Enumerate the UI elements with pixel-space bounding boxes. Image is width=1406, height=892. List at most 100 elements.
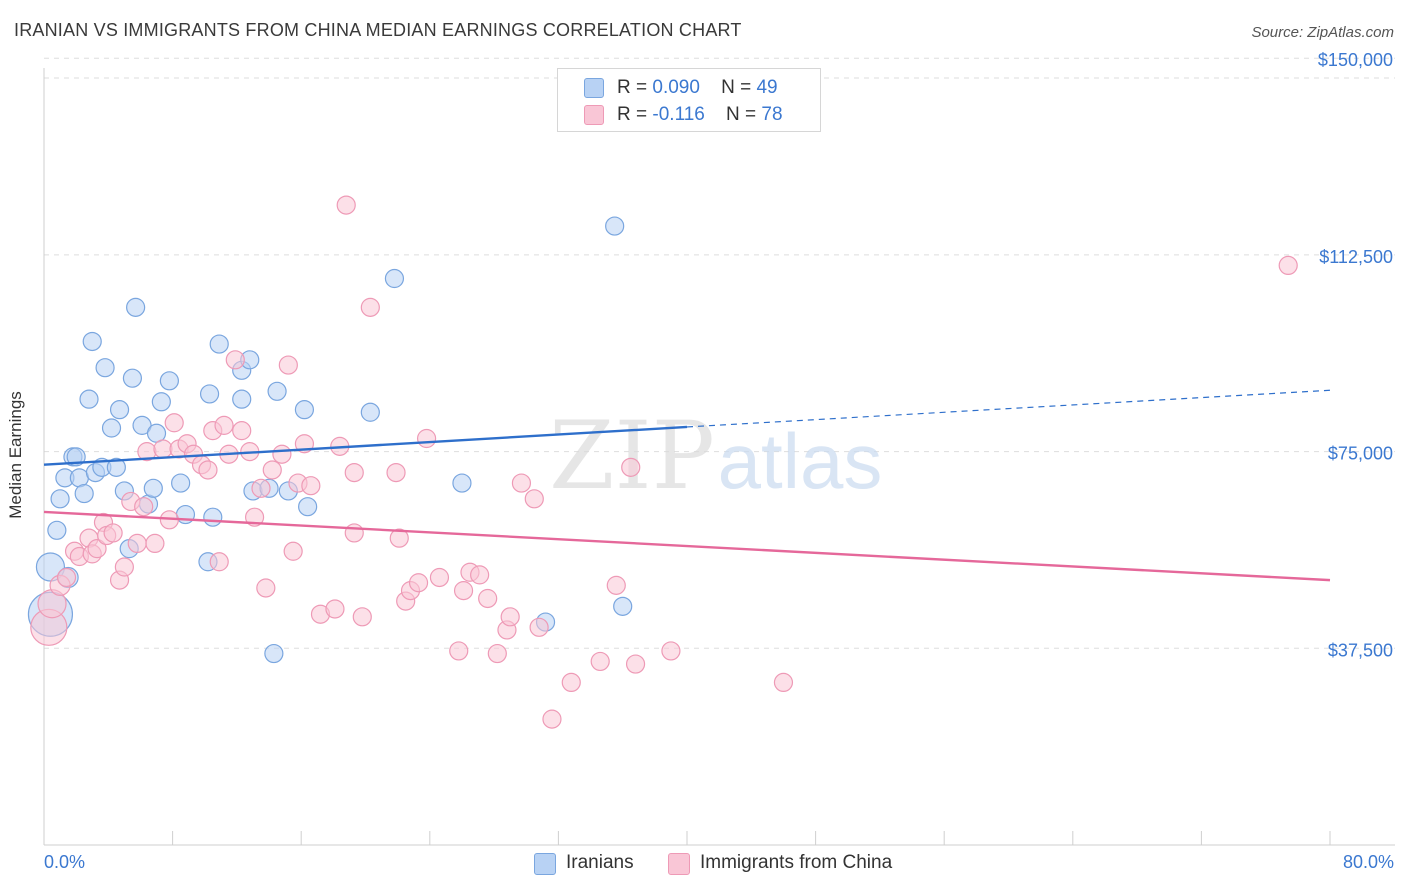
china-point bbox=[606, 575, 626, 595]
source-label: Source: ZipAtlas.com bbox=[1251, 24, 1394, 41]
china-point bbox=[408, 573, 429, 593]
iranians-point bbox=[151, 392, 171, 412]
china-point bbox=[386, 462, 406, 483]
china-point bbox=[487, 643, 507, 664]
iranians-point bbox=[74, 483, 94, 504]
iranians-point bbox=[82, 331, 102, 352]
china-point bbox=[529, 617, 549, 637]
china-point bbox=[561, 672, 581, 693]
china-point bbox=[256, 578, 276, 598]
iranians-point bbox=[143, 478, 163, 498]
y-tick-label: $75,000 bbox=[1328, 444, 1393, 464]
china-point bbox=[56, 567, 77, 588]
china-point bbox=[478, 588, 498, 609]
iranians-point bbox=[267, 381, 287, 401]
china-point bbox=[272, 444, 292, 464]
china-point bbox=[449, 641, 469, 661]
china-point bbox=[352, 607, 372, 627]
legend-r-label: R = bbox=[617, 77, 648, 98]
china-point bbox=[278, 355, 298, 375]
china-point bbox=[325, 599, 345, 619]
iranians-point bbox=[203, 507, 223, 527]
iranians-point bbox=[50, 489, 70, 509]
iranians-point bbox=[66, 447, 86, 467]
china-point bbox=[470, 565, 490, 585]
legend-n-value: 78 bbox=[761, 104, 783, 125]
iranians-point bbox=[126, 297, 146, 317]
iranians-point bbox=[159, 371, 179, 391]
china-trend-line bbox=[43, 510, 1331, 582]
bottom-legend-swatch-iranians bbox=[534, 853, 556, 875]
legend-n-value: 49 bbox=[756, 77, 778, 98]
china-point bbox=[232, 421, 252, 441]
y-tick-label: $112,500 bbox=[1319, 247, 1393, 267]
china-point bbox=[209, 552, 229, 572]
china-point bbox=[198, 460, 218, 480]
y-tick-labels: $37,500 $75,000 $112,500 $150,000 bbox=[1318, 50, 1393, 660]
iranians-point bbox=[171, 473, 191, 493]
iranians-point bbox=[452, 473, 472, 493]
iranians-point bbox=[101, 418, 122, 438]
china-point bbox=[1278, 255, 1298, 276]
legend-r-value: 0.090 bbox=[652, 77, 700, 98]
china-point bbox=[301, 476, 321, 496]
chart-title: IRANIAN VS IMMIGRANTS FROM CHINA MEDIAN … bbox=[14, 20, 742, 40]
y-tick-label: $150,000 bbox=[1318, 50, 1393, 70]
china-point bbox=[127, 533, 147, 554]
china-point bbox=[283, 541, 303, 561]
watermark: ZIP atlas bbox=[549, 402, 882, 511]
china-point bbox=[103, 523, 123, 543]
china-point bbox=[500, 607, 520, 627]
china-point bbox=[625, 654, 646, 674]
iranians-point bbox=[360, 402, 380, 422]
legend-r-label: R = bbox=[617, 104, 648, 125]
legend-r-value: -0.116 bbox=[652, 104, 705, 125]
legend-n-label: N = bbox=[721, 77, 752, 98]
iranians-point bbox=[209, 334, 229, 354]
china-point bbox=[153, 439, 173, 459]
legend-swatch-china bbox=[584, 105, 604, 125]
china-point bbox=[164, 413, 184, 433]
china-point bbox=[661, 641, 681, 661]
bottom-legend-label-iranians: Iranians bbox=[566, 852, 634, 873]
iranians-point bbox=[199, 384, 220, 404]
iranians-point bbox=[95, 358, 115, 378]
china-point bbox=[511, 473, 532, 493]
iranians-point bbox=[232, 389, 252, 409]
y-tick-label: $37,500 bbox=[1328, 640, 1393, 660]
iranians-point bbox=[106, 457, 126, 477]
china-point bbox=[251, 478, 271, 498]
iranians-point bbox=[122, 368, 143, 388]
iranians-point bbox=[79, 389, 99, 409]
legend: R = 0.090 N = 49 R = -0.116 N = 78 bbox=[557, 68, 821, 132]
china-point bbox=[453, 581, 474, 601]
china-point bbox=[262, 460, 282, 480]
iranians-trend-extension bbox=[686, 389, 1331, 428]
axes bbox=[43, 68, 1395, 846]
china-point bbox=[214, 415, 234, 435]
china-point bbox=[87, 539, 107, 559]
x-tick-max: 80.0% bbox=[1342, 852, 1394, 872]
legend-swatch-iranians bbox=[584, 78, 604, 98]
china-point bbox=[114, 557, 134, 577]
trend-lines bbox=[43, 389, 1331, 582]
china-point bbox=[336, 195, 356, 215]
iranians-point bbox=[605, 216, 625, 236]
china-point bbox=[344, 462, 364, 483]
watermark-zip: ZIP bbox=[549, 402, 715, 511]
bottom-legend-swatch-china bbox=[668, 853, 690, 875]
iranians-trend-line bbox=[43, 425, 688, 466]
china-point bbox=[360, 297, 380, 317]
iranians-point bbox=[47, 520, 67, 540]
china-point bbox=[225, 350, 245, 370]
china-point bbox=[542, 709, 562, 729]
iranians-point bbox=[264, 643, 284, 664]
china-point bbox=[145, 533, 165, 554]
x-tick-min: 0.0% bbox=[44, 852, 86, 872]
china-point bbox=[621, 457, 641, 477]
iranians-point bbox=[294, 400, 315, 420]
china-point bbox=[389, 528, 409, 548]
china-point bbox=[134, 497, 154, 517]
iranians-point bbox=[613, 596, 633, 616]
china-point bbox=[590, 651, 610, 672]
